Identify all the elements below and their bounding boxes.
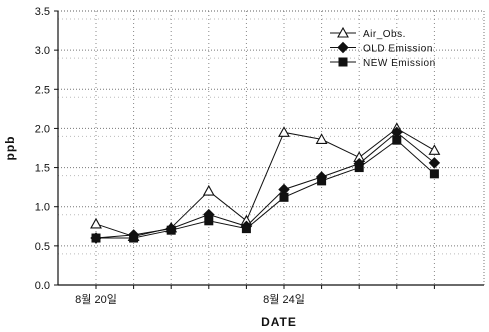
y-tick-label: 3.5 [35,6,50,18]
legend-item: NEW Emission [330,57,436,69]
axes [54,10,485,289]
marker-triangle [202,184,215,196]
y-tick-label: 0.5 [35,241,50,253]
marker-square [317,176,327,186]
y-tick-label: 1.5 [35,163,50,175]
series-line [96,139,435,239]
marker-square [354,163,364,173]
series-old-emission [90,126,441,244]
marker-square [392,135,402,145]
x-tick-label: 8월 24일 [263,292,305,306]
marker-square [91,233,101,243]
y-tick-label: 2.0 [35,123,50,135]
marker-diamond [428,157,441,169]
legend: Air_Obs. OLD Emission NEW Emission [330,26,436,69]
marker-square [166,225,176,235]
y-tick-label: 2.5 [35,84,50,96]
legend-label: NEW Emission [363,58,436,69]
marker-square [129,233,139,243]
y-tick-label: 1.0 [35,202,50,214]
marker-triangle [337,26,349,38]
series-line [95,127,435,237]
series-lines [90,122,441,244]
legend-item: Air_Obs. [330,26,406,40]
marker-triangle [428,144,441,155]
marker-square [241,224,251,234]
grid-lines [58,10,484,285]
y-axis-title: ppb [3,136,17,161]
legend-label: OLD Emission [363,44,433,55]
marker-square [279,192,289,202]
x-tick-label: 8월 20일 [75,292,117,306]
marker-triangle [315,133,328,144]
x-axis-title: DATE [261,315,297,329]
legend-label: Air_Obs. [363,29,406,40]
marker-square [429,169,439,179]
y-tick-label: 0.0 [35,280,50,292]
legend-item: OLD Emission [330,41,433,55]
marker-triangle [90,217,102,229]
tick-labels: 0.0 0.5 1.0 1.5 2.0 2.5 3.0 3.5 8월 20일 8월 24일 [35,6,305,306]
marker-diamond [337,41,349,54]
marker-square [204,216,214,226]
marker-triangle [278,126,290,137]
y-tick-label: 3.0 [35,45,50,57]
marker-square [338,57,348,67]
series-line [95,131,435,239]
series-new-emission [91,135,439,243]
